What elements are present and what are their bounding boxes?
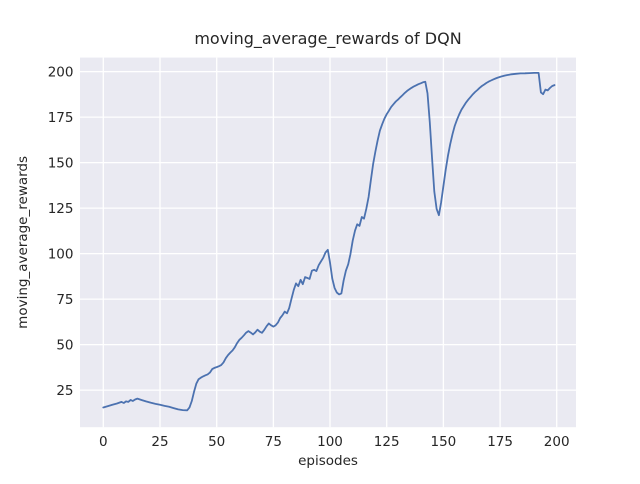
y-tick-label: 50 [56, 337, 73, 353]
x-tick-label: 150 [431, 434, 457, 450]
x-tick-label: 100 [317, 434, 343, 450]
y-tick-label: 25 [56, 383, 73, 399]
y-axis-label: moving_average_rewards [15, 156, 31, 329]
y-tick-label: 150 [48, 155, 74, 171]
x-axis-label: episodes [298, 453, 358, 469]
y-tick-label: 100 [48, 246, 74, 262]
x-tick-label: 25 [151, 434, 168, 450]
x-tick-label: 0 [99, 434, 108, 450]
x-tick-label: 175 [487, 434, 513, 450]
plot-area [80, 57, 576, 428]
x-tick-label: 75 [265, 434, 282, 450]
y-tick-label: 175 [48, 110, 74, 126]
x-tick-label: 50 [208, 434, 225, 450]
y-tick-label: 200 [48, 64, 74, 80]
x-tick-label: 200 [544, 434, 570, 450]
y-tick-labels: 25 50 75 100 125 150 175 200 [48, 64, 74, 399]
chart-title: moving_average_rewards of DQN [194, 29, 461, 49]
series-line [102, 72, 556, 412]
x-tick-labels: 0 25 50 75 100 125 150 175 200 [99, 434, 570, 450]
y-tick-label: 75 [56, 292, 73, 308]
x-tick-label: 125 [374, 434, 400, 450]
y-tick-label: 125 [48, 201, 74, 217]
